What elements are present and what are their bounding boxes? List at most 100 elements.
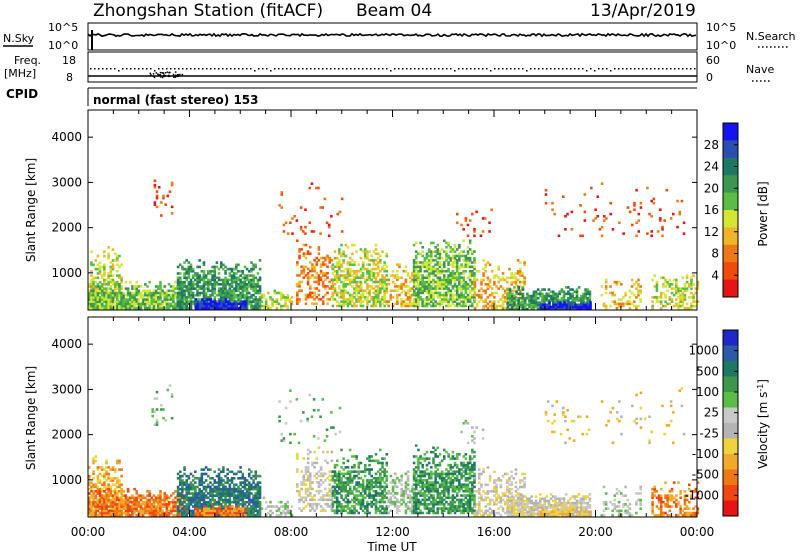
heatmap-cell (575, 292, 579, 296)
heatmap-cell (178, 302, 182, 306)
heatmap-cell (230, 494, 234, 497)
heatmap-cell (133, 511, 136, 515)
heatmap-cell (659, 217, 662, 220)
heatmap-cell (440, 287, 444, 290)
heatmap-cell (254, 507, 258, 510)
heatmap-cell (256, 280, 260, 284)
heatmap-cell (445, 278, 448, 282)
heatmap-cell (624, 302, 627, 306)
heatmap-cell (118, 300, 121, 303)
heatmap-cell (376, 263, 380, 266)
heatmap-cell (682, 221, 686, 225)
heatmap-cell (226, 511, 230, 515)
heatmap-cell (560, 296, 564, 300)
heatmap-cell (152, 505, 156, 508)
heatmap-cell (639, 206, 643, 209)
heatmap-cell (571, 301, 574, 304)
heatmap-cell (363, 250, 367, 253)
heatmap-cell (659, 293, 663, 297)
heatmap-cell (374, 243, 378, 247)
heatmap-cell (560, 288, 564, 291)
heatmap-cell (675, 302, 678, 306)
heatmap-cell (288, 509, 292, 513)
heatmap-cell (217, 291, 221, 295)
heatmap-cell (185, 287, 188, 290)
heatmap-cell (118, 500, 121, 504)
heatmap-cell (501, 276, 505, 280)
heatmap-cell (560, 301, 564, 304)
nave-dot-cluster (152, 73, 155, 75)
heatmap-cell (105, 306, 108, 310)
heatmap-cell (565, 303, 569, 307)
heatmap-cell (131, 291, 134, 295)
heatmap-cell (451, 263, 455, 266)
heatmap-cell (228, 470, 232, 474)
heatmap-cell (161, 306, 164, 310)
heatmap-cell (484, 304, 488, 308)
heatmap-cell (230, 283, 234, 286)
heatmap-cell (224, 494, 227, 497)
heatmap-cell (226, 498, 229, 502)
heatmap-cell (144, 511, 147, 515)
heatmap-cell (324, 293, 327, 297)
heatmap-cell (144, 302, 147, 306)
heatmap-cell (90, 481, 93, 484)
heatmap-cell (490, 208, 494, 212)
heatmap-cell (213, 280, 217, 284)
heatmap-cell (118, 285, 121, 288)
heatmap-cell (543, 294, 546, 298)
heatmap-cell (438, 272, 442, 275)
heatmap-cell (605, 217, 608, 220)
heatmap-cell (455, 289, 459, 293)
heatmap-cell (406, 295, 410, 299)
heatmap-cell (484, 300, 488, 303)
heatmap-cell (355, 272, 358, 275)
heatmap-cell (250, 500, 253, 504)
heatmap-cell (488, 278, 492, 282)
heatmap-cell (163, 503, 167, 506)
heatmap-cell (258, 496, 262, 500)
heatmap-cell (215, 494, 219, 497)
heatmap-cell (118, 293, 121, 297)
heatmap-cell (681, 287, 685, 290)
heatmap-cell (141, 500, 145, 504)
heatmap-cell (340, 263, 343, 266)
heatmap-cell (254, 265, 258, 269)
heatmap-cell (113, 513, 117, 517)
heatmap-cell (313, 265, 316, 269)
heatmap-cell (133, 293, 136, 297)
heatmap-cell (528, 303, 531, 307)
heatmap-cell (357, 295, 361, 299)
heatmap-cell (181, 306, 184, 310)
heatmap-cell (342, 280, 345, 284)
heatmap-cell (432, 272, 435, 275)
heatmap-cell (220, 513, 224, 517)
heatmap-cell (241, 477, 245, 480)
heatmap-cell (408, 298, 412, 301)
heatmap-cell (275, 300, 279, 303)
heatmap-cell (430, 285, 433, 288)
heatmap-cell (219, 483, 223, 487)
heatmap-cell (205, 509, 208, 513)
heatmap-cell (536, 296, 540, 300)
heatmap-cell (302, 265, 306, 269)
heatmap-cell (284, 513, 287, 517)
heatmap-cell (189, 287, 193, 290)
heatmap-cell (462, 304, 465, 308)
heatmap-cell (163, 498, 167, 502)
heatmap-cell (202, 278, 206, 282)
heatmap-cell (161, 498, 164, 502)
heatmap-cell (430, 287, 433, 290)
heatmap-cell (209, 283, 212, 286)
heatmap-cell (98, 304, 102, 308)
heatmap-cell (414, 267, 418, 271)
heatmap-cell (449, 280, 453, 284)
heatmap-cell (562, 294, 566, 298)
heatmap-cell (425, 276, 429, 279)
nave-dot (630, 68, 632, 70)
heatmap-cell (98, 466, 102, 469)
heatmap-cell (423, 282, 427, 286)
heatmap-cell (100, 511, 104, 515)
heatmap-cell (423, 287, 427, 290)
heatmap-cell (139, 494, 143, 497)
